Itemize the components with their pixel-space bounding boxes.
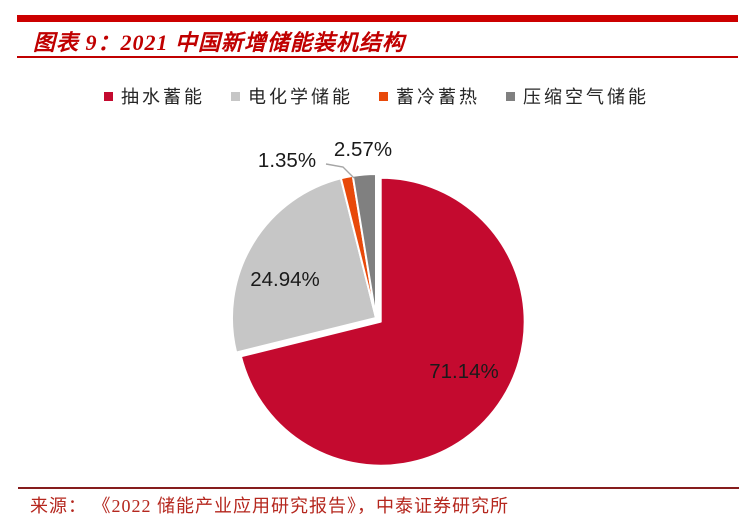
source-note: 来源： 《2022 储能产业应用研究报告》，中泰证券研究所 — [30, 496, 509, 516]
slice-label-2: 24.94% — [250, 268, 320, 291]
legend-label: 抽水蓄能 — [121, 87, 205, 107]
chart-legend: 抽水蓄能 电化学储能 蓄冷蓄热 压缩空气储能 — [0, 82, 753, 110]
figure-title: 图表 9：2021 中国新增储能装机结构 — [33, 30, 406, 55]
pie-chart: 71.14% 24.94% 1.35% 2.57% — [231, 138, 526, 467]
legend-label: 电化学储能 — [248, 87, 353, 107]
legend-label: 蓄冷蓄热 — [396, 87, 480, 107]
leader-line — [325, 163, 355, 179]
legend-swatch-icon — [379, 91, 388, 101]
top-accent-bar — [17, 15, 738, 22]
slice-label-4: 2.57% — [334, 138, 392, 161]
pie-slice-2 — [231, 177, 377, 354]
legend-label: 压缩空气储能 — [523, 87, 649, 107]
legend-item-1: 抽水蓄能 — [104, 83, 205, 109]
legend-swatch-icon — [506, 91, 515, 101]
legend-item-3: 蓄冷蓄热 — [379, 83, 480, 109]
slice-label-3: 1.35% — [258, 149, 316, 172]
legend-swatch-icon — [104, 91, 113, 101]
title-rule — [17, 56, 738, 58]
pie-slice-1 — [239, 176, 526, 467]
legend-swatch-icon — [231, 91, 240, 101]
legend-item-2: 电化学储能 — [231, 83, 353, 109]
slice-label-1: 71.14% — [429, 360, 499, 383]
footer-rule — [18, 487, 739, 489]
legend-item-4: 压缩空气储能 — [506, 83, 649, 109]
